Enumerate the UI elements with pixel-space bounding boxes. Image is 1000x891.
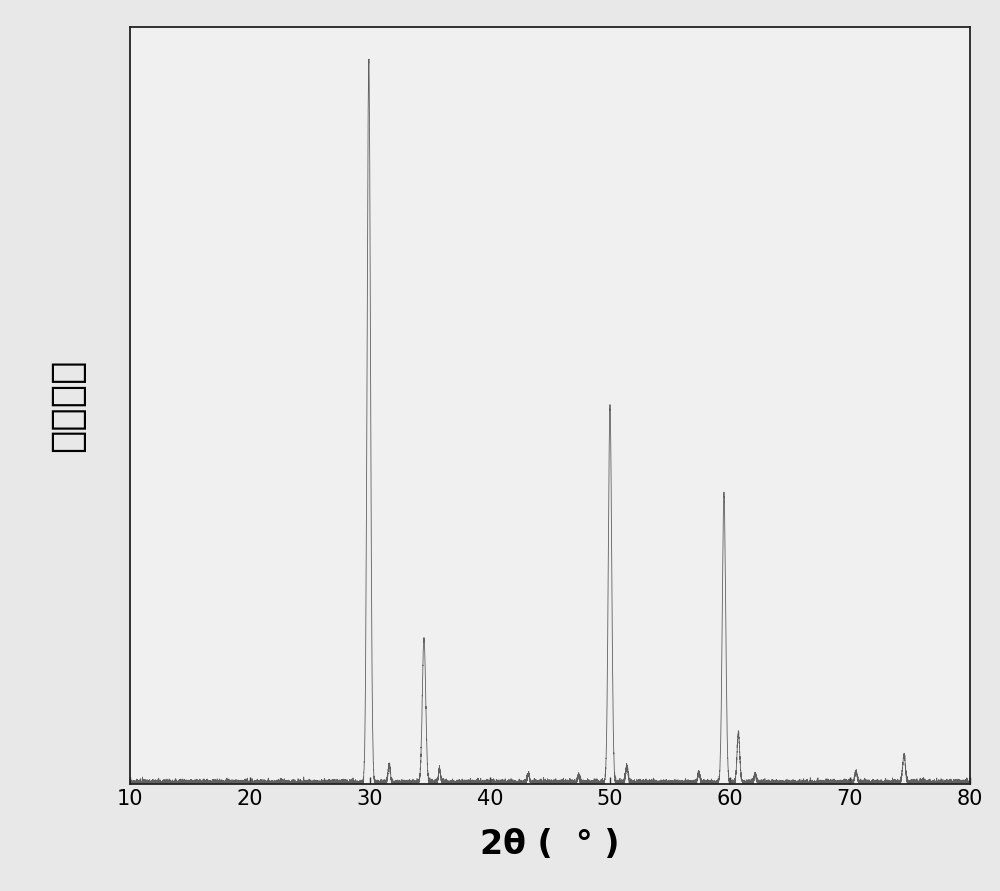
X-axis label: 2θ (  ° ): 2θ ( ° ) [480,829,620,862]
Text: 相对强度: 相对强度 [48,359,86,452]
